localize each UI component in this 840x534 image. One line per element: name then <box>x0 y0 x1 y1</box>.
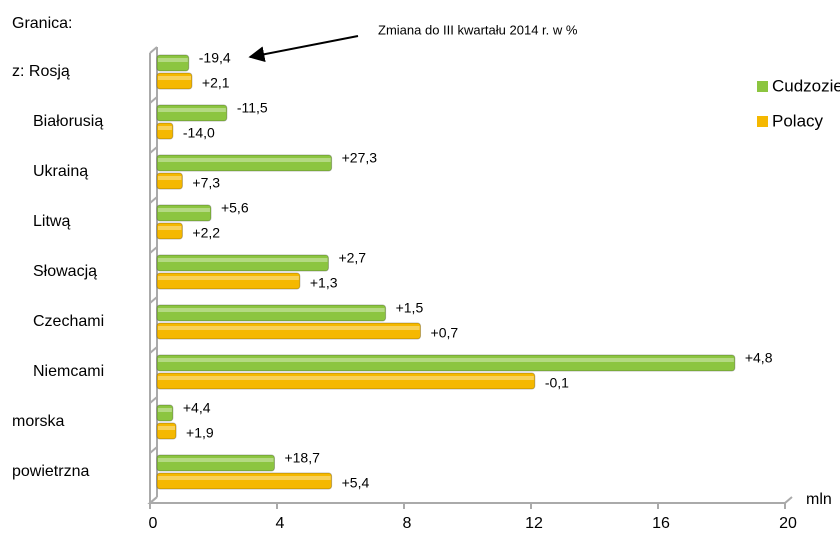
axis-floor <box>147 496 793 504</box>
bar <box>156 104 228 122</box>
change-label: +27,3 <box>342 150 378 166</box>
y-tick-label: Białorusią <box>33 113 103 130</box>
y-tick-label: powietrzna <box>12 463 89 480</box>
bar-highlight <box>158 276 299 280</box>
bar <box>156 54 190 72</box>
bar-highlight <box>158 476 331 480</box>
x-tick-label: 16 <box>652 515 670 532</box>
legend-label: Polacy <box>772 111 824 130</box>
bar <box>156 254 329 272</box>
change-label: +2,1 <box>202 75 230 91</box>
bar-highlight <box>158 158 331 162</box>
bar-highlight <box>158 458 274 462</box>
y-tick-label: morska <box>12 413 65 430</box>
y-tick-label: z: Rosją <box>12 63 70 80</box>
change-label: +18,7 <box>284 450 320 466</box>
bar <box>156 354 736 372</box>
change-label: +2,2 <box>192 225 220 241</box>
y-tick <box>149 246 158 254</box>
bar-highlight <box>158 326 420 330</box>
bar-highlight <box>158 308 385 312</box>
bar <box>156 154 333 172</box>
y-tick-label: Czechami <box>33 313 104 330</box>
bar <box>156 422 177 440</box>
change-label: +5,4 <box>342 475 370 491</box>
bar-highlight <box>158 226 182 230</box>
change-label: +2,7 <box>338 250 366 266</box>
bar <box>156 472 333 490</box>
bar <box>156 272 301 290</box>
annotation-arrow <box>248 35 359 63</box>
change-label: -19,4 <box>199 50 231 66</box>
bar <box>156 454 275 472</box>
annotation: Zmiana do III kwartału 2014 r. w % <box>378 22 578 37</box>
change-label: -11,5 <box>237 100 268 116</box>
y-tick-label: Litwą <box>33 213 70 230</box>
bar <box>156 172 183 190</box>
x-tick-label: 0 <box>149 515 158 532</box>
bar-highlight <box>158 358 734 362</box>
change-label: +4,8 <box>745 350 773 366</box>
change-label: +5,6 <box>221 200 249 216</box>
x-tick-label: 8 <box>403 515 412 532</box>
y-tick <box>149 396 158 404</box>
y-tick <box>149 496 158 504</box>
y-tick-label: Słowacją <box>33 263 97 280</box>
bar-highlight <box>158 108 226 112</box>
change-label: +4,4 <box>183 400 211 416</box>
bar-highlight <box>158 58 188 62</box>
bar <box>156 72 193 90</box>
change-label: +1,3 <box>310 275 338 291</box>
bar <box>156 372 536 390</box>
bar-highlight <box>158 408 172 412</box>
change-label: +7,3 <box>192 175 220 191</box>
bar-highlight <box>158 76 191 80</box>
bar <box>156 122 174 140</box>
bar <box>156 222 183 240</box>
change-label: +1,9 <box>186 425 214 441</box>
x-tick-label: 12 <box>525 515 543 532</box>
bar <box>156 204 212 222</box>
bar-highlight <box>158 126 172 130</box>
x-axis-label: mln <box>806 491 832 508</box>
y-tick <box>149 446 158 454</box>
bar <box>156 304 387 322</box>
x-tick-label: 4 <box>276 515 285 532</box>
change-label: -14,0 <box>183 125 215 141</box>
y-tick <box>149 196 158 204</box>
x-tick-label: 20 <box>779 515 797 532</box>
legend-swatch <box>757 81 768 92</box>
y-tick <box>149 346 158 354</box>
bar <box>156 404 174 422</box>
y-tick <box>149 296 158 304</box>
bar-highlight <box>158 426 176 430</box>
legend-label: Cudzoziemcy <box>772 76 840 95</box>
y-tick <box>149 46 158 54</box>
y-tick <box>149 146 158 154</box>
y-tick-label: Ukrainą <box>33 163 88 180</box>
bar <box>156 322 422 340</box>
bar-highlight <box>158 376 534 380</box>
change-label: -0,1 <box>545 375 569 391</box>
change-label: +0,7 <box>431 325 459 341</box>
bar-highlight <box>158 258 328 262</box>
y-tick-label: Niemcami <box>33 363 104 380</box>
bar-highlight <box>158 176 182 180</box>
y-tick <box>149 96 158 104</box>
legend-swatch <box>757 116 768 127</box>
header: Granica: <box>12 15 72 32</box>
axis-wall <box>149 47 158 503</box>
change-label: +1,5 <box>396 300 424 316</box>
bar-highlight <box>158 208 210 212</box>
